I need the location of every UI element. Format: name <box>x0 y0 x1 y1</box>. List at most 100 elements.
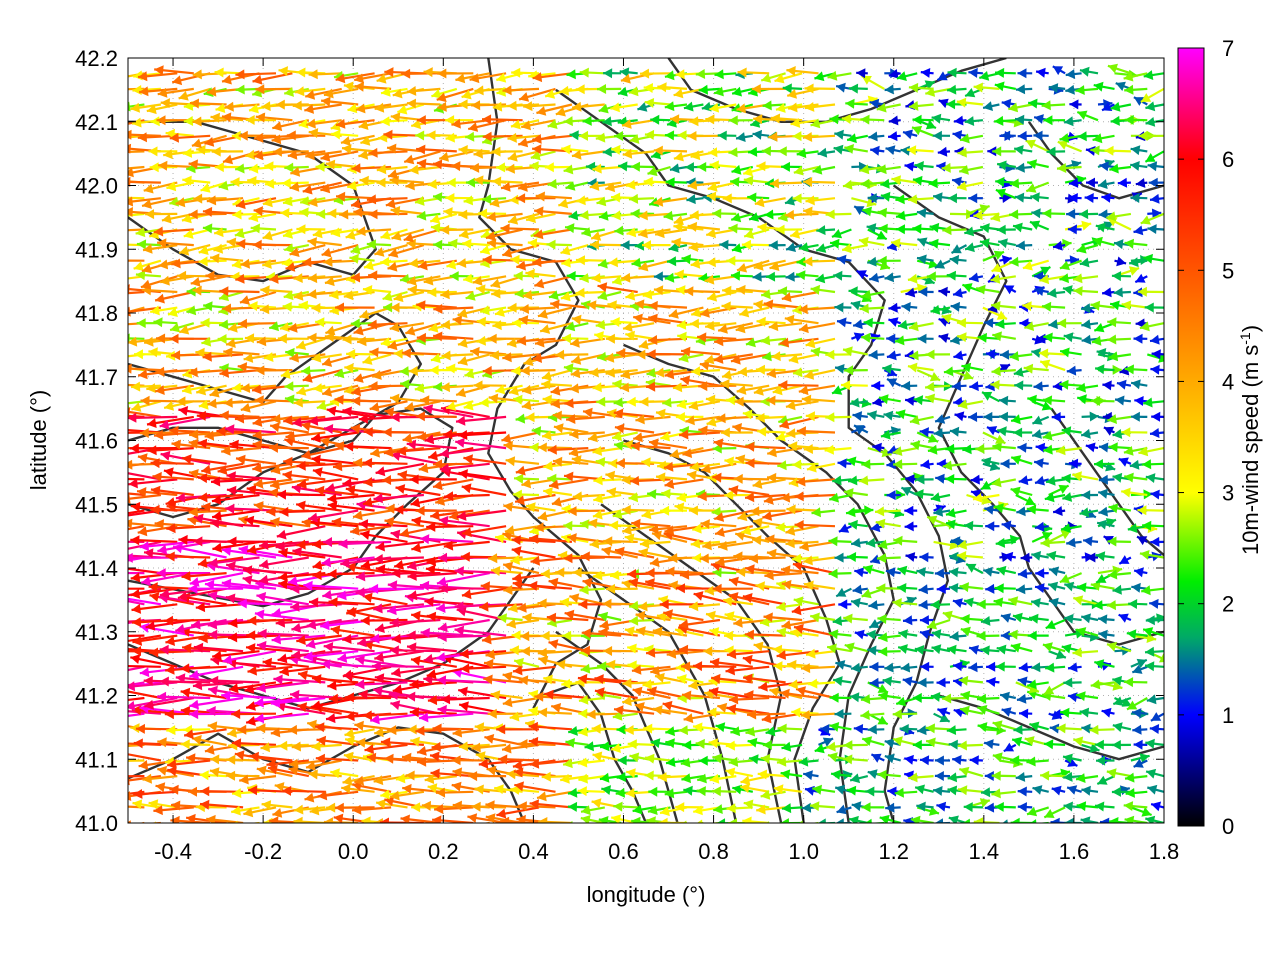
wind-vector-head <box>148 347 158 357</box>
wind-vector-head <box>1113 473 1123 483</box>
wind-vector-head <box>328 569 337 579</box>
wind-vector-head <box>953 598 963 608</box>
wind-vector <box>120 401 145 404</box>
wind-vector-head <box>887 490 896 500</box>
wind-vector-head <box>795 491 804 501</box>
wind-vector-head <box>81 408 90 418</box>
wind-vector-head <box>920 615 929 625</box>
wind-vector-head <box>855 630 865 640</box>
wind-vector-head <box>669 309 679 319</box>
wind-vector-head <box>944 366 954 376</box>
wind-vector-head <box>255 365 264 375</box>
wind-vector-head <box>835 709 844 719</box>
wind-vector-head <box>639 397 648 407</box>
wind-vector-head <box>847 552 856 562</box>
wind-vector-head <box>1091 396 1100 406</box>
wind-vector-head <box>357 336 367 346</box>
wind-vector-head <box>610 570 620 580</box>
wind-vector-head <box>1063 285 1073 295</box>
wind-vector-head <box>932 644 942 654</box>
wind-vector-head <box>96 798 106 808</box>
wind-vector-head <box>766 272 775 282</box>
wind-vector-head <box>985 584 994 594</box>
wind-vector-head <box>999 412 1008 422</box>
wind-vector-head <box>960 582 970 592</box>
wind-vector-head <box>611 317 620 327</box>
wind-vector-head <box>411 802 420 812</box>
wind-vector-head <box>149 799 159 809</box>
wind-vector-head <box>828 536 837 546</box>
wind-vector-head <box>458 430 467 440</box>
wind-vector-head <box>997 645 1007 655</box>
wind-vector-head <box>1076 691 1086 701</box>
wind-vector-head <box>102 398 112 408</box>
wind-vector-head <box>561 258 571 268</box>
wind-vector-head <box>452 755 461 765</box>
wind-vector-head <box>1149 599 1158 609</box>
wind-vector-head <box>391 530 401 540</box>
wind-vector-head <box>871 381 880 391</box>
wind-vector-head <box>629 616 638 626</box>
wind-vector-head <box>327 681 336 691</box>
wind-vector-head <box>749 554 758 564</box>
wind-vector-head <box>1098 614 1107 624</box>
wind-vector-head <box>1068 692 1078 702</box>
wind-vector-head <box>629 601 638 611</box>
wind-vector-head <box>1095 802 1104 812</box>
wind-vector-head <box>490 350 499 360</box>
wind-vector-head <box>1167 381 1177 391</box>
wind-vector-head <box>1102 708 1112 718</box>
wind-vector-head <box>376 466 386 476</box>
wind-vector-head <box>726 256 735 266</box>
wind-vector-head <box>170 323 180 333</box>
wind-vector-head <box>311 741 320 751</box>
wind-vector-head <box>606 660 615 670</box>
wind-vector-head <box>1077 583 1087 593</box>
wind-vector-head <box>548 445 557 455</box>
wind-vector-head <box>655 368 664 378</box>
wind-vector-head <box>639 340 649 350</box>
wind-vector-head <box>680 375 690 385</box>
wind-vector-head <box>479 602 488 612</box>
wind-vector-head <box>1060 348 1070 358</box>
wind-vector <box>97 478 144 479</box>
wind-vector-head <box>835 364 845 374</box>
wind-vector-head <box>462 589 472 599</box>
wind-vector-head <box>943 611 953 621</box>
wind-vector-head <box>782 620 792 630</box>
wind-vector-head <box>225 504 234 514</box>
wind-vector-head <box>1053 381 1062 391</box>
wind-vector-head <box>869 662 878 672</box>
wind-vector-head <box>409 258 419 268</box>
wind-vector-head <box>849 816 859 826</box>
wind-vector-head <box>400 366 409 376</box>
wind-vector-head <box>248 666 258 676</box>
wind-vector <box>87 792 128 793</box>
wind-vector-head <box>284 381 293 391</box>
wind-vector-head <box>170 334 179 344</box>
wind-vector-head <box>802 803 811 813</box>
wind-vector-head <box>198 492 207 502</box>
wind-vector-head <box>884 411 894 421</box>
wind-vector-head <box>919 600 928 610</box>
wind-vector-head <box>227 238 237 248</box>
wind-vector-head <box>1035 568 1044 578</box>
wind-vector-head <box>427 287 436 297</box>
wind-vector-head <box>101 771 110 781</box>
wind-vector-head <box>917 725 927 735</box>
wind-vector-head <box>1049 567 1059 577</box>
wind-vector-head <box>939 333 949 343</box>
wind-vector-head <box>90 454 100 464</box>
wind-vector-head <box>851 598 861 608</box>
wind-vector-head <box>513 395 523 405</box>
wind-vector-head <box>1073 286 1082 296</box>
wind-vector-head <box>526 412 535 422</box>
wind-vector-head <box>825 445 834 455</box>
wind-vector-head <box>697 786 706 796</box>
wind-vector-head <box>188 787 197 797</box>
wind-vector-head <box>501 224 510 234</box>
wind-vector-head <box>327 406 337 416</box>
wind-vector-head <box>864 318 873 328</box>
wind-vector-head <box>1112 740 1121 750</box>
wind-vector-head <box>307 289 316 299</box>
